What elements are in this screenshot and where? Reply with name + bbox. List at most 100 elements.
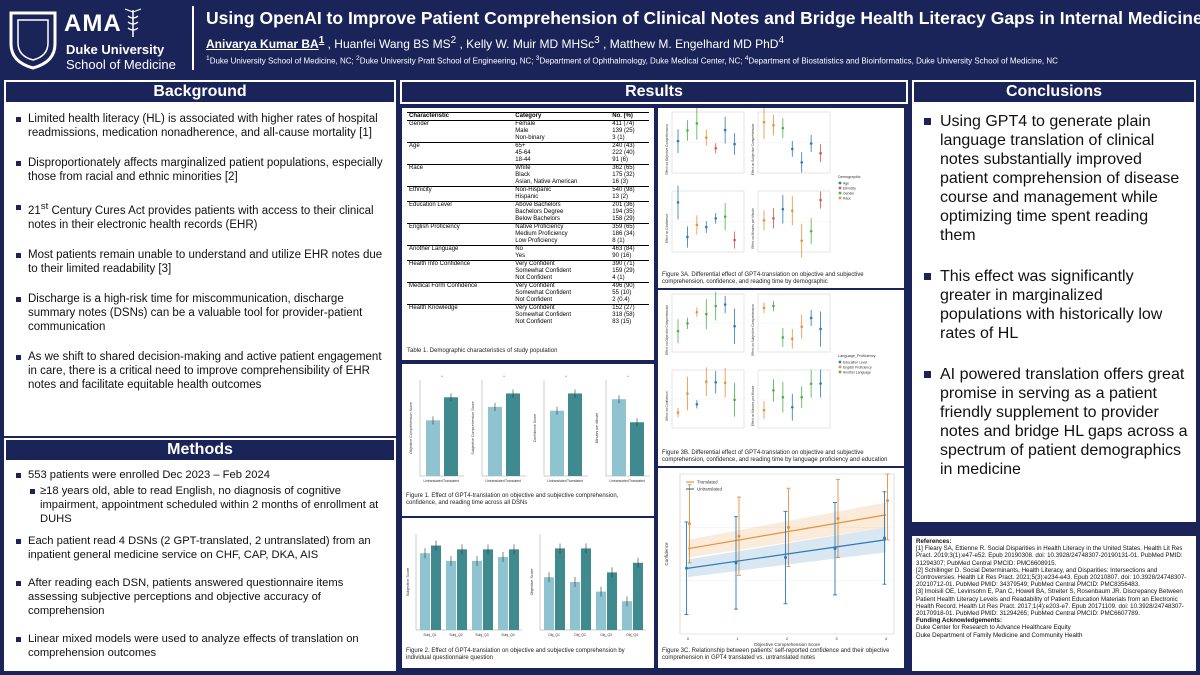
y-axis-label: Effect on Subjective Comprehension <box>751 124 755 176</box>
data-point <box>772 304 775 308</box>
y-axis-label: Effect on Confidence <box>665 391 669 421</box>
data-point <box>714 380 718 384</box>
table-row: Somewhat Confident 318 (58) <box>407 312 649 319</box>
table-cell: Above Bachelors <box>513 201 611 209</box>
legend-marker <box>838 186 842 190</box>
table-cell: Very Confident <box>513 304 611 312</box>
figure-1: Objective Comprehension Score * Untranslat… <box>402 364 654 516</box>
table-cell: Somewhat Confident <box>515 312 571 318</box>
data-point <box>723 381 727 385</box>
table-cell <box>407 150 513 157</box>
duke-shield-icon <box>9 11 57 70</box>
bar <box>568 393 582 476</box>
demographics-table: Characteristic Category No. (%) Gender Fe… <box>407 112 649 326</box>
data-point <box>781 336 785 339</box>
table-row: Health Info Confidence Very Confident 390 … <box>407 260 649 268</box>
table-cell: Medical Form Confidence <box>407 282 514 290</box>
table-cell: 222 (40) <box>612 150 635 156</box>
funding-item: Duke Department of Family Medicine and C… <box>916 631 1083 639</box>
table-row: Gender Female 411 (74) <box>407 120 649 128</box>
methods-subitem: ≥18 years old, able to read English, no … <box>28 484 390 526</box>
figure-3a-chart: Effect on Objective Comprehension Effect … <box>665 105 861 258</box>
table-row: Non-binary 3 (1) <box>407 135 649 143</box>
table-cell <box>407 253 513 261</box>
bar <box>555 548 565 630</box>
data-point <box>781 207 785 211</box>
table-cell <box>407 157 513 165</box>
table-cell: Education Level <box>407 201 514 209</box>
data-point <box>762 219 766 222</box>
data-point <box>733 142 736 146</box>
table-cell <box>407 135 513 143</box>
data-point <box>883 536 886 540</box>
logo-school-of-medicine: School of Medicine <box>66 57 176 72</box>
author-list: Anivarya Kumar BA1 , Huanfei Wang BS MS2… <box>206 35 785 51</box>
table-row: Bachelors Degree 194 (35) <box>407 209 649 216</box>
table-row: Below Bachelors 158 (29) <box>407 216 649 224</box>
bar <box>633 562 643 630</box>
data-point <box>819 382 822 385</box>
table-cell: Bachelors Degree <box>515 209 564 215</box>
table-cell <box>407 319 513 326</box>
data-point <box>714 217 718 220</box>
tick-label: 3 <box>835 636 838 641</box>
table-cell: Ethnicity <box>407 186 514 194</box>
data-point <box>695 402 699 406</box>
data-point <box>762 306 766 310</box>
data-point <box>886 499 889 503</box>
table-cell: Not Confident <box>515 297 552 303</box>
bar <box>426 420 440 476</box>
figure-3c-caption: Figure 3C. Relationship between patients… <box>662 648 890 661</box>
table-cell: Age <box>407 142 514 150</box>
table-cell: Male <box>515 128 529 134</box>
table-cell: 411 (74) <box>610 120 649 128</box>
data-point <box>723 128 727 132</box>
data-point <box>695 122 699 125</box>
table-cell: Very Confident <box>513 260 611 268</box>
tick-label: Untranslated <box>547 479 566 483</box>
table-cell: 240 (43) <box>610 142 649 150</box>
data-point <box>772 389 775 392</box>
table-row: Low Proficiency 8 (1) <box>407 238 649 246</box>
table-cell: 2 (0.4) <box>612 297 630 303</box>
legend-marker <box>838 191 842 195</box>
data-point <box>836 516 840 520</box>
legend-label: Age <box>843 181 849 185</box>
figure-3b-caption: Figure 3B. Differential effect of GPT4-t… <box>662 450 888 463</box>
methods-item: 553 patients were enrolled Dec 2023 – Fe… <box>10 468 390 526</box>
table-cell: Asian, Native American <box>515 179 578 185</box>
bar <box>446 560 456 630</box>
data-point <box>819 198 822 202</box>
data-point <box>723 303 727 306</box>
table-row: Race White 362 (65) <box>407 164 649 172</box>
table-cell: Somewhat Confident <box>515 268 571 274</box>
table-cell: Low Proficiency <box>515 238 558 244</box>
funding-label: Funding Acknowledgements: <box>916 617 1003 625</box>
figure-1-caption: Figure 1. Effect of GPT4-translation on … <box>406 493 619 506</box>
y-axis-label: Subjective Score <box>406 568 410 597</box>
table-row: Hispanic 13 (2) <box>407 194 649 202</box>
figure-1-chart: Objective Comprehension Score * Untranslat… <box>409 374 650 483</box>
caduceus-icon <box>124 8 142 37</box>
y-axis-label: Objective Score <box>530 569 534 596</box>
table-cell: 91 (6) <box>612 157 628 163</box>
y-axis-label: Minutes per Minute <box>595 413 599 444</box>
data-point <box>733 398 736 402</box>
bar <box>612 399 626 476</box>
table-cell <box>407 238 513 246</box>
data-point <box>809 382 813 386</box>
legend-title: Language_Proficiency <box>838 354 876 358</box>
first-author: Anivarya Kumar BA <box>206 37 319 51</box>
table-row: 45-64 222 (40) <box>407 150 649 157</box>
bar <box>622 601 632 630</box>
background-item: As we shift to shared decision-making an… <box>10 350 390 392</box>
legend-label: Translated <box>697 480 718 485</box>
trend-line <box>687 539 887 569</box>
results-header: Results <box>400 80 908 104</box>
figure-3c-chart: 0 1 2 3 4 Objective Comprehension Score Confid… <box>664 473 895 647</box>
table-cell: 8 (1) <box>612 238 625 244</box>
table-cell: Female <box>513 120 611 128</box>
legend-marker <box>838 365 842 369</box>
table-cell: 362 (65) <box>610 164 649 172</box>
table-row: Another Language No 463 (84) <box>407 245 649 253</box>
